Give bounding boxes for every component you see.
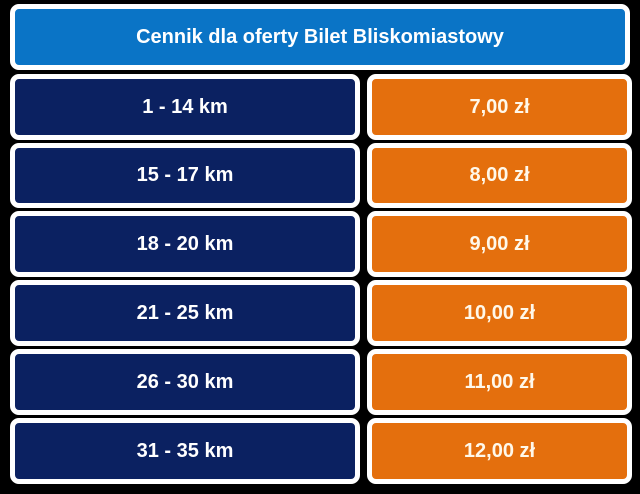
distance-cell: 26 - 30 km xyxy=(10,349,360,415)
price-cell: 8,00 zł xyxy=(367,143,632,208)
price-cell: 11,00 zł xyxy=(367,349,632,415)
distance-cell: 1 - 14 km xyxy=(10,74,360,140)
price-cell: 7,00 zł xyxy=(367,74,632,140)
distance-cell: 21 - 25 km xyxy=(10,280,360,346)
price-cell: 10,00 zł xyxy=(367,280,632,346)
distance-cell: 18 - 20 km xyxy=(10,211,360,277)
price-cell: 9,00 zł xyxy=(367,211,632,277)
distance-cell: 31 - 35 km xyxy=(10,418,360,484)
price-cell: 12,00 zł xyxy=(367,418,632,484)
distance-cell: 15 - 17 km xyxy=(10,143,360,208)
price-list-title: Cennik dla oferty Bilet Bliskomiastowy xyxy=(10,4,630,70)
